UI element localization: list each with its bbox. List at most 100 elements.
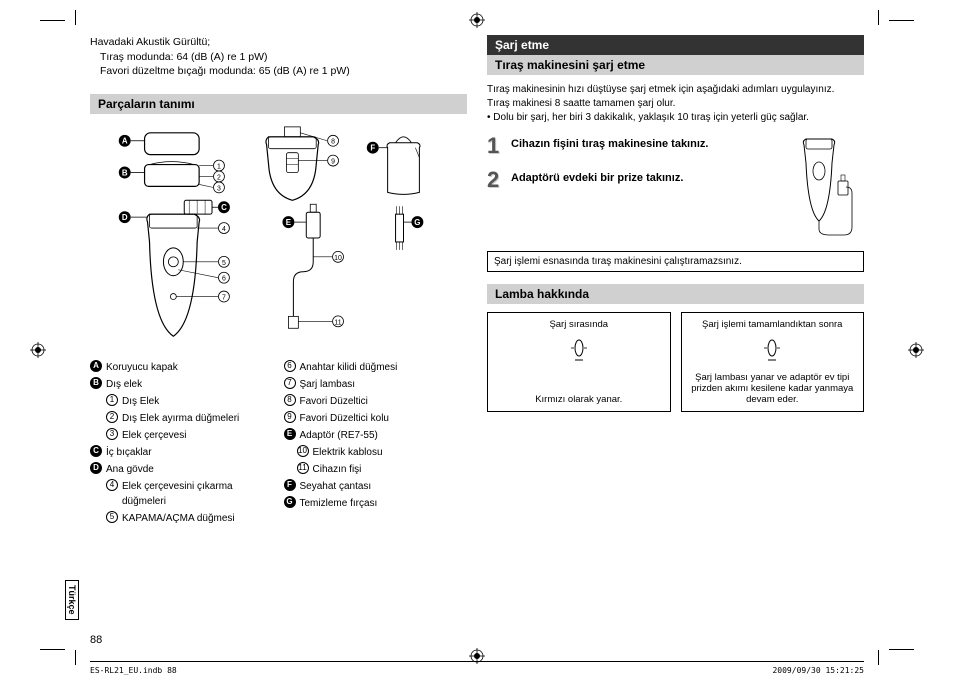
- part-legend-item: 5 KAPAMA/AÇMA düğmesi: [106, 511, 274, 526]
- lamp-icon: [569, 336, 589, 366]
- part-letter-badge: B: [90, 377, 102, 389]
- part-label: Adaptör (RE7-55): [300, 428, 378, 443]
- part-number-badge: 9: [284, 411, 296, 423]
- part-number-badge: 4: [106, 479, 118, 491]
- part-label: Anahtar kilidi düğmesi: [300, 360, 398, 375]
- step-2: 2 Adaptörü evdeki bir prize takınız.: [487, 167, 766, 193]
- crop-mark: [889, 649, 914, 650]
- svg-text:2: 2: [217, 175, 221, 182]
- svg-text:11: 11: [334, 319, 341, 326]
- footer-timestamp: 2009/09/30 15:21:25: [772, 666, 864, 675]
- intro-line: Favori düzeltme bıçağı modunda: 65 (dB (…: [90, 64, 467, 79]
- svg-text:5: 5: [222, 260, 226, 267]
- crop-mark: [889, 20, 914, 21]
- step-text: Cihazın fişini tıraş makinesine takınız.: [511, 133, 766, 150]
- svg-text:D: D: [122, 213, 128, 222]
- part-number-badge: 7: [284, 377, 296, 389]
- part-letter-badge: E: [284, 428, 296, 440]
- part-label: Ana gövde: [106, 462, 154, 477]
- part-number-badge: 10: [297, 445, 309, 457]
- part-legend-item: 1Dış Elek: [106, 394, 274, 409]
- lamp-box-title: Şarj işlemi tamamlandıktan sonra: [702, 319, 842, 330]
- part-label: Favori Düzeltici kolu: [300, 411, 389, 426]
- part-legend-item: 9 Favori Düzeltici kolu: [284, 411, 468, 426]
- part-legend-item: GTemizleme fırçası: [284, 496, 468, 511]
- parts-header: Parçaların tanımı: [90, 94, 467, 114]
- crop-mark: [75, 10, 76, 25]
- registration-mark-icon: [469, 12, 485, 28]
- parts-diagram: A B 1 2 3 C: [90, 122, 467, 352]
- part-number-badge: 8: [284, 394, 296, 406]
- part-legend-item: F Seyahat çantası: [284, 479, 468, 494]
- part-label: Dış Elek: [122, 394, 159, 409]
- svg-text:6: 6: [222, 276, 226, 283]
- crop-mark: [75, 650, 76, 665]
- svg-text:C: C: [221, 203, 227, 212]
- lamp-box-complete: Şarj işlemi tamamlandıktan sonra Şarj la…: [681, 312, 865, 412]
- part-legend-item: 2 Dış Elek ayırma düğmeleri: [106, 411, 274, 426]
- part-label: KAPAMA/AÇMA düğmesi: [122, 511, 235, 526]
- part-legend-item: 11Cihazın fişi: [297, 462, 468, 477]
- svg-text:G: G: [414, 218, 420, 227]
- print-footer: ES-RL21_EU.indb 88 2009/09/30 15:21:25: [90, 661, 864, 675]
- charging-header: Şarj etme: [487, 35, 864, 55]
- step-number: 2: [487, 167, 503, 193]
- part-letter-badge: C: [90, 445, 102, 457]
- part-number-badge: 3: [106, 428, 118, 440]
- svg-text:10: 10: [334, 255, 342, 262]
- part-label: Elektrik kablosu: [313, 445, 383, 460]
- part-number-badge: 5: [106, 511, 118, 523]
- svg-text:1: 1: [217, 164, 221, 171]
- svg-text:8: 8: [331, 139, 335, 146]
- right-column: Şarj etme Tıraş makinesini şarj etme Tır…: [487, 35, 864, 640]
- charging-note: Şarj işlemi esnasında tıraş makinesini ç…: [487, 251, 864, 272]
- part-letter-badge: D: [90, 462, 102, 474]
- part-label: İç bıçaklar: [106, 445, 152, 460]
- charging-subheader: Tıraş makinesini şarj etme: [487, 55, 864, 75]
- step-text: Adaptörü evdeki bir prize takınız.: [511, 167, 766, 184]
- crop-mark: [878, 10, 879, 25]
- step-1: 1 Cihazın fişini tıraş makinesine takını…: [487, 133, 766, 159]
- svg-text:E: E: [286, 218, 291, 227]
- acoustic-noise-text: Havadaki Akustik Gürültü; Tıraş modunda:…: [90, 35, 467, 79]
- part-legend-item: A Koruyucu kapak: [90, 360, 274, 375]
- svg-text:F: F: [370, 144, 375, 153]
- part-number-badge: 2: [106, 411, 118, 423]
- part-label: Elek çerçevesini çıkarma düğmeleri: [122, 479, 274, 509]
- parts-legend: AKoruyucu kapakBDış elek1Dış Elek2Dış El…: [90, 360, 467, 528]
- footer-file: ES-RL21_EU.indb 88: [90, 666, 177, 675]
- lamp-section: Lamba hakkında Şarj sırasında Kırmızı ol…: [487, 284, 864, 412]
- charge-intro-line: Tıraş makinesi 8 saatte tamamen şarj olu…: [487, 97, 864, 111]
- part-legend-item: C İç bıçaklar: [90, 445, 274, 460]
- registration-mark-icon: [30, 342, 46, 358]
- page-content: Havadaki Akustik Gürültü; Tıraş modunda:…: [90, 35, 864, 640]
- part-label: Seyahat çantası: [300, 479, 372, 494]
- shaver-charging-illustration: [774, 133, 864, 243]
- part-legend-item: 7Şarj lambası: [284, 377, 468, 392]
- part-legend-item: E Adaptör (RE7-55): [284, 428, 468, 443]
- intro-line: Havadaki Akustik Gürültü;: [90, 35, 467, 50]
- part-label: Dış Elek ayırma düğmeleri: [122, 411, 239, 426]
- svg-text:7: 7: [222, 295, 226, 302]
- charge-intro-line: • Dolu bir şarj, her biri 3 dakikalık, y…: [487, 111, 864, 125]
- part-label: Koruyucu kapak: [106, 360, 178, 375]
- crop-mark: [40, 649, 65, 650]
- part-number-badge: 11: [297, 462, 309, 474]
- charge-intro-line: Tıraş makinesinin hızı düştüyse şarj etm…: [487, 83, 864, 97]
- lamp-box-text: Şarj lambası yanar ve adaptör ev tipi pr…: [688, 372, 858, 405]
- lamp-icon: [762, 336, 782, 366]
- svg-text:9: 9: [331, 159, 335, 166]
- part-legend-item: D Ana gövde: [90, 462, 274, 477]
- left-column: Havadaki Akustik Gürültü; Tıraş modunda:…: [90, 35, 467, 640]
- intro-line: Tıraş modunda: 64 (dB (A) re 1 pW): [90, 50, 467, 65]
- svg-text:3: 3: [217, 185, 221, 192]
- lamp-box-title: Şarj sırasında: [549, 319, 608, 330]
- step-number: 1: [487, 133, 503, 159]
- part-letter-badge: A: [90, 360, 102, 372]
- lamp-box-charging: Şarj sırasında Kırmızı olarak yanar.: [487, 312, 671, 412]
- crop-mark: [878, 650, 879, 665]
- part-legend-item: 10 Elektrik kablosu: [297, 445, 468, 460]
- svg-text:4: 4: [222, 226, 226, 233]
- part-label: Elek çerçevesi: [122, 428, 186, 443]
- part-letter-badge: F: [284, 479, 296, 491]
